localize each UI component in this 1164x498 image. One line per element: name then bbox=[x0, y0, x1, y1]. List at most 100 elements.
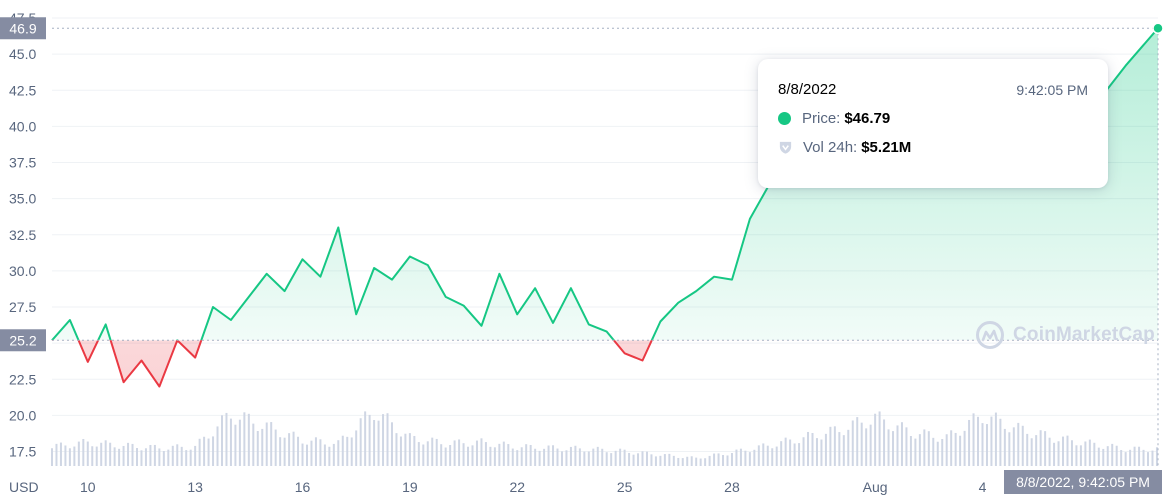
volume-bar bbox=[502, 441, 505, 466]
volume-bar bbox=[945, 434, 948, 466]
tooltip-volume-value: $5.21M bbox=[861, 139, 912, 156]
volume-bar bbox=[77, 441, 80, 466]
volume-bar bbox=[355, 430, 358, 466]
volume-bar bbox=[368, 414, 371, 466]
volume-bar bbox=[896, 425, 899, 466]
volume-bar bbox=[1093, 442, 1096, 466]
volume-bar bbox=[1039, 430, 1042, 466]
volume-bar bbox=[632, 454, 635, 466]
volume-bar bbox=[1021, 425, 1024, 466]
price-area-down bbox=[52, 340, 1158, 387]
volume-bar bbox=[968, 419, 971, 466]
volume-bar bbox=[695, 457, 698, 466]
volume-bar bbox=[730, 453, 733, 466]
volume-bar bbox=[1088, 439, 1091, 466]
volume-bar bbox=[386, 413, 389, 466]
volume-bar bbox=[628, 452, 631, 466]
volume-bar bbox=[722, 455, 725, 466]
volume-bar bbox=[350, 437, 353, 466]
volume-bar bbox=[68, 448, 71, 466]
volume-bar bbox=[399, 436, 402, 466]
volume-bar bbox=[985, 424, 988, 466]
volume-bar bbox=[431, 437, 434, 466]
volume-bar bbox=[668, 453, 671, 466]
volume-bar bbox=[538, 450, 541, 466]
tooltip-price-value: $46.79 bbox=[844, 110, 891, 127]
volume-bar bbox=[560, 451, 563, 466]
current-price-tag: 46.9 bbox=[9, 20, 36, 36]
x-tick-label: Aug bbox=[863, 479, 888, 495]
volume-bar bbox=[757, 445, 760, 466]
volume-bar bbox=[704, 458, 707, 466]
volume-bar bbox=[999, 418, 1002, 466]
volume-bar bbox=[453, 440, 456, 466]
volume-bar bbox=[717, 453, 720, 466]
volume-bar bbox=[373, 419, 376, 466]
volume-bar bbox=[444, 447, 447, 466]
volume-bar bbox=[1035, 435, 1038, 466]
volume-bar bbox=[686, 456, 689, 466]
volume-bar bbox=[323, 444, 326, 466]
volume-bar bbox=[887, 429, 890, 466]
volume-bar bbox=[829, 426, 832, 466]
volume-bar bbox=[963, 430, 966, 466]
volume-bar bbox=[279, 437, 282, 466]
volume-bar bbox=[883, 419, 886, 466]
volume-bar bbox=[1106, 446, 1109, 466]
volume-bar bbox=[194, 445, 197, 466]
volume-bar bbox=[305, 444, 308, 466]
volume-bar bbox=[1017, 422, 1020, 466]
volume-bar bbox=[64, 445, 67, 466]
x-tick-label: 28 bbox=[724, 479, 740, 495]
volume-bar bbox=[578, 448, 581, 466]
volume-bar bbox=[820, 439, 823, 466]
volume-bar bbox=[824, 433, 827, 466]
volume-bar bbox=[1155, 447, 1158, 466]
volume-bar bbox=[247, 413, 250, 466]
volume-bar bbox=[104, 440, 107, 466]
volume-bar bbox=[162, 451, 165, 466]
tooltip-volume-label: Vol 24h: bbox=[803, 139, 858, 156]
volume-bar bbox=[216, 426, 219, 466]
volume-bar bbox=[220, 415, 223, 466]
volume-bar bbox=[1124, 452, 1127, 466]
volume-bar bbox=[475, 440, 478, 466]
volume-bar bbox=[807, 431, 810, 466]
volume-bar bbox=[601, 448, 604, 466]
coinmarketcap-logo-icon bbox=[976, 321, 1004, 349]
volume-bar bbox=[467, 446, 470, 466]
volume-bar bbox=[793, 443, 796, 466]
volume-bar bbox=[346, 436, 349, 466]
price-area bbox=[52, 28, 1158, 387]
volume-bar bbox=[1142, 449, 1145, 466]
volume-bar bbox=[798, 443, 801, 466]
volume-bar bbox=[909, 436, 912, 466]
volume-bar bbox=[176, 444, 179, 466]
tooltip-price-row: Price: $46.79 bbox=[778, 110, 1088, 127]
volume-bar bbox=[1053, 442, 1056, 466]
price-area-up bbox=[52, 28, 1158, 341]
volume-bar bbox=[981, 423, 984, 466]
volume-bar bbox=[86, 441, 89, 466]
volume-bar bbox=[167, 449, 170, 466]
volume-bar bbox=[950, 430, 953, 466]
volume-bar bbox=[865, 428, 868, 466]
volume-bar bbox=[856, 417, 859, 466]
volume-bar bbox=[637, 453, 640, 466]
volume-bar bbox=[547, 445, 550, 466]
volume-bar bbox=[936, 441, 939, 466]
volume-bar bbox=[744, 450, 747, 466]
volume-bar bbox=[860, 422, 863, 466]
volume-bar bbox=[238, 419, 241, 466]
volume-bar bbox=[614, 450, 617, 466]
volume-bar bbox=[771, 448, 774, 466]
volume-bar bbox=[131, 443, 134, 466]
volume-bar bbox=[1012, 427, 1015, 466]
volume-bar bbox=[708, 455, 711, 466]
volume-bar bbox=[149, 444, 152, 466]
volume-bar bbox=[811, 433, 814, 466]
volume-bar bbox=[91, 446, 94, 466]
volume-bar bbox=[1075, 445, 1078, 466]
y-tick-label: 30.0 bbox=[9, 263, 36, 279]
